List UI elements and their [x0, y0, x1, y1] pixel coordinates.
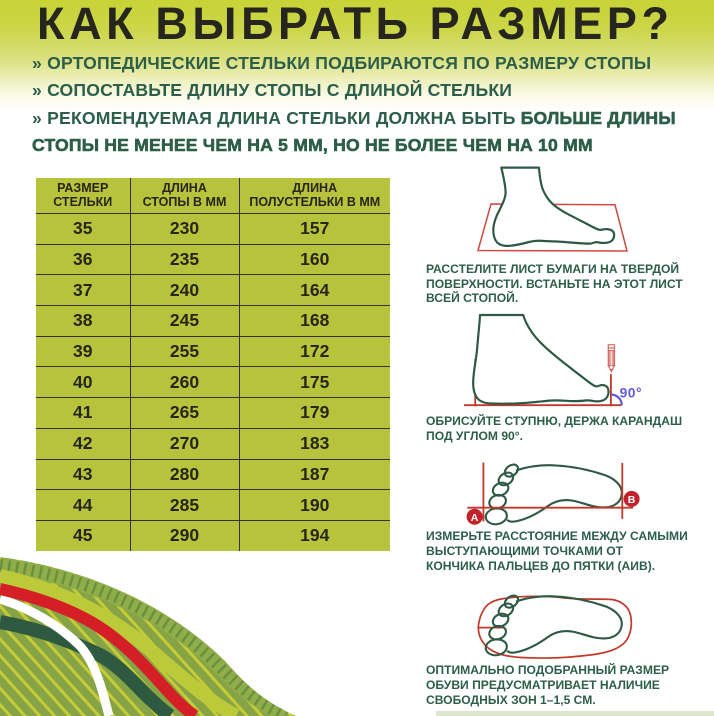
svg-text:В: В: [628, 494, 636, 506]
svg-text:90°: 90°: [620, 385, 642, 400]
svg-text:А: А: [471, 512, 479, 524]
